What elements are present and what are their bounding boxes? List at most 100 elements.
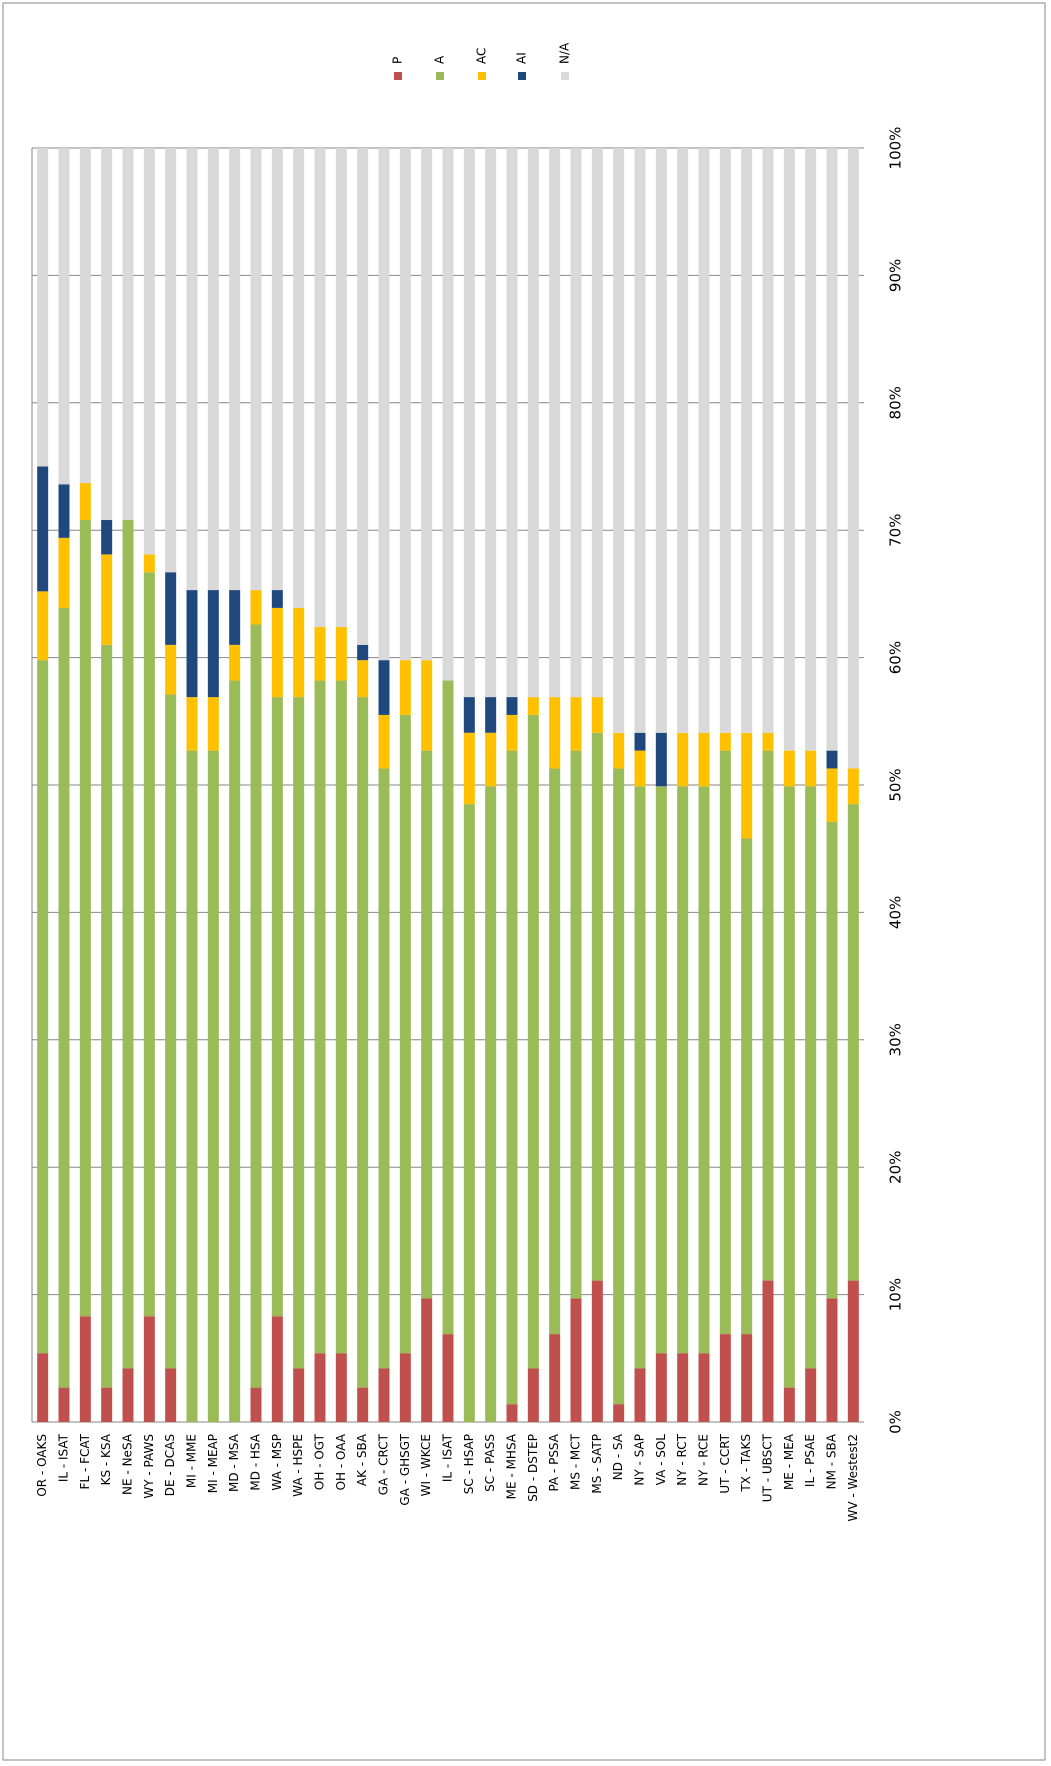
legend-swatch: [561, 72, 569, 80]
x-tick-label: SC - PASS: [483, 1434, 497, 1492]
x-tick-label: UT - UBSCT: [761, 1433, 775, 1502]
bar-segment: [399, 660, 411, 715]
bar-segment: [293, 1368, 305, 1422]
bar-segment: [698, 1353, 710, 1422]
bar-segment: [527, 148, 539, 698]
x-tick-label: ND - SA: [611, 1433, 625, 1480]
bar-segment: [826, 768, 838, 822]
bar-segment: [549, 1334, 561, 1422]
bar-segment: [101, 554, 113, 645]
bar-segment: [378, 660, 390, 715]
bar-segment: [143, 572, 155, 1317]
x-tick-label: NY - RCE: [697, 1434, 711, 1486]
x-tick-label: NE - NeSA: [121, 1433, 135, 1495]
bar-segment: [591, 1280, 603, 1422]
legend-label: AI: [515, 52, 529, 64]
bar-segment: [527, 714, 539, 1369]
bar-segment: [805, 750, 817, 787]
x-tick-label: MI - MEAP: [206, 1434, 220, 1493]
bar-segment: [805, 148, 817, 751]
x-tick-label: SC - HSAP: [462, 1434, 476, 1494]
bar-segment: [378, 768, 390, 1369]
x-tick-label: MD - HSA: [249, 1433, 263, 1490]
bar-segment: [741, 838, 753, 1335]
bar-segment: [549, 148, 561, 698]
bar-segment: [570, 697, 582, 751]
bar-segment: [549, 697, 561, 769]
bar-segment: [677, 732, 689, 787]
bar-segment: [826, 1298, 838, 1422]
bar-segment: [655, 786, 667, 1354]
bar-segment: [293, 607, 305, 698]
x-tick-label: OH - OAA: [334, 1433, 348, 1490]
x-tick-label: NM - SBA: [825, 1433, 839, 1489]
bar-segment: [485, 148, 497, 698]
bar-segment: [143, 1316, 155, 1422]
bar-segment: [165, 572, 177, 645]
bar-segment: [37, 148, 49, 467]
bar-segment: [826, 750, 838, 769]
bar-segment: [591, 697, 603, 733]
bar-segment: [101, 644, 113, 1388]
y-tick-label: 30%: [887, 1023, 905, 1056]
x-tick-label: UT - CCRT: [718, 1433, 732, 1493]
bar-segment: [634, 148, 646, 733]
legend-swatch: [518, 72, 526, 80]
bar-segment: [293, 697, 305, 1369]
bar-segment: [591, 732, 603, 1281]
x-tick-label: TX - TAKS: [739, 1434, 753, 1493]
bar-segment: [357, 660, 369, 698]
bar-segment: [250, 624, 262, 1388]
bar-segment: [463, 148, 475, 698]
bar-segment: [143, 148, 155, 555]
bar-segment: [527, 1368, 539, 1422]
bar-segment: [549, 768, 561, 1335]
y-tick-label: 70%: [887, 514, 905, 547]
y-tick-label: 0%: [887, 1410, 905, 1434]
bar-segment: [271, 148, 283, 591]
bar-segment: [271, 697, 283, 1317]
bar-segment: [207, 148, 219, 591]
bar-segment: [506, 1404, 518, 1422]
bar-segment: [314, 148, 326, 628]
x-tick-label: ME - MEA: [782, 1433, 796, 1490]
bar-segment: [783, 1387, 795, 1422]
y-tick-label: 90%: [887, 259, 905, 292]
bar-segment: [847, 1280, 859, 1422]
bar-segment: [357, 644, 369, 661]
bar-segment: [826, 821, 838, 1299]
bar-segment: [463, 697, 475, 733]
bar-segment: [335, 627, 347, 681]
bar-segment: [314, 627, 326, 681]
bar-segment: [335, 680, 347, 1354]
bar-segment: [37, 591, 49, 661]
bar-segment: [485, 786, 497, 1422]
bar-segment: [421, 750, 433, 1299]
bar-segment: [357, 1387, 369, 1422]
bar-segment: [634, 786, 646, 1369]
bar-segment: [527, 697, 539, 715]
bar-segment: [421, 660, 433, 751]
bar-segment: [506, 714, 518, 751]
x-tick-label: ME - MHSA: [505, 1433, 519, 1499]
x-tick-label: NY - SAP: [633, 1434, 647, 1486]
bar-segment: [591, 148, 603, 698]
x-tick-label: MD - MSA: [227, 1433, 241, 1492]
bar-segment: [58, 148, 70, 485]
bar-segment: [229, 590, 241, 645]
bar-segment: [58, 607, 70, 1388]
y-tick-label: 100%: [887, 127, 905, 170]
bar-segment: [805, 1368, 817, 1422]
x-tick-label: GA - CRCT: [377, 1433, 391, 1495]
bar-segment: [442, 1334, 454, 1422]
bar-segment: [741, 148, 753, 733]
bar-segment: [229, 644, 241, 681]
bar-segment: [58, 537, 70, 608]
x-tick-label: IL - ISAT: [57, 1433, 71, 1482]
bar-segment: [805, 786, 817, 1369]
legend-swatch: [436, 72, 444, 80]
bar-segment: [442, 148, 454, 681]
bar-segment: [165, 644, 177, 695]
bar-segment: [399, 1353, 411, 1422]
bar-segment: [677, 1353, 689, 1422]
